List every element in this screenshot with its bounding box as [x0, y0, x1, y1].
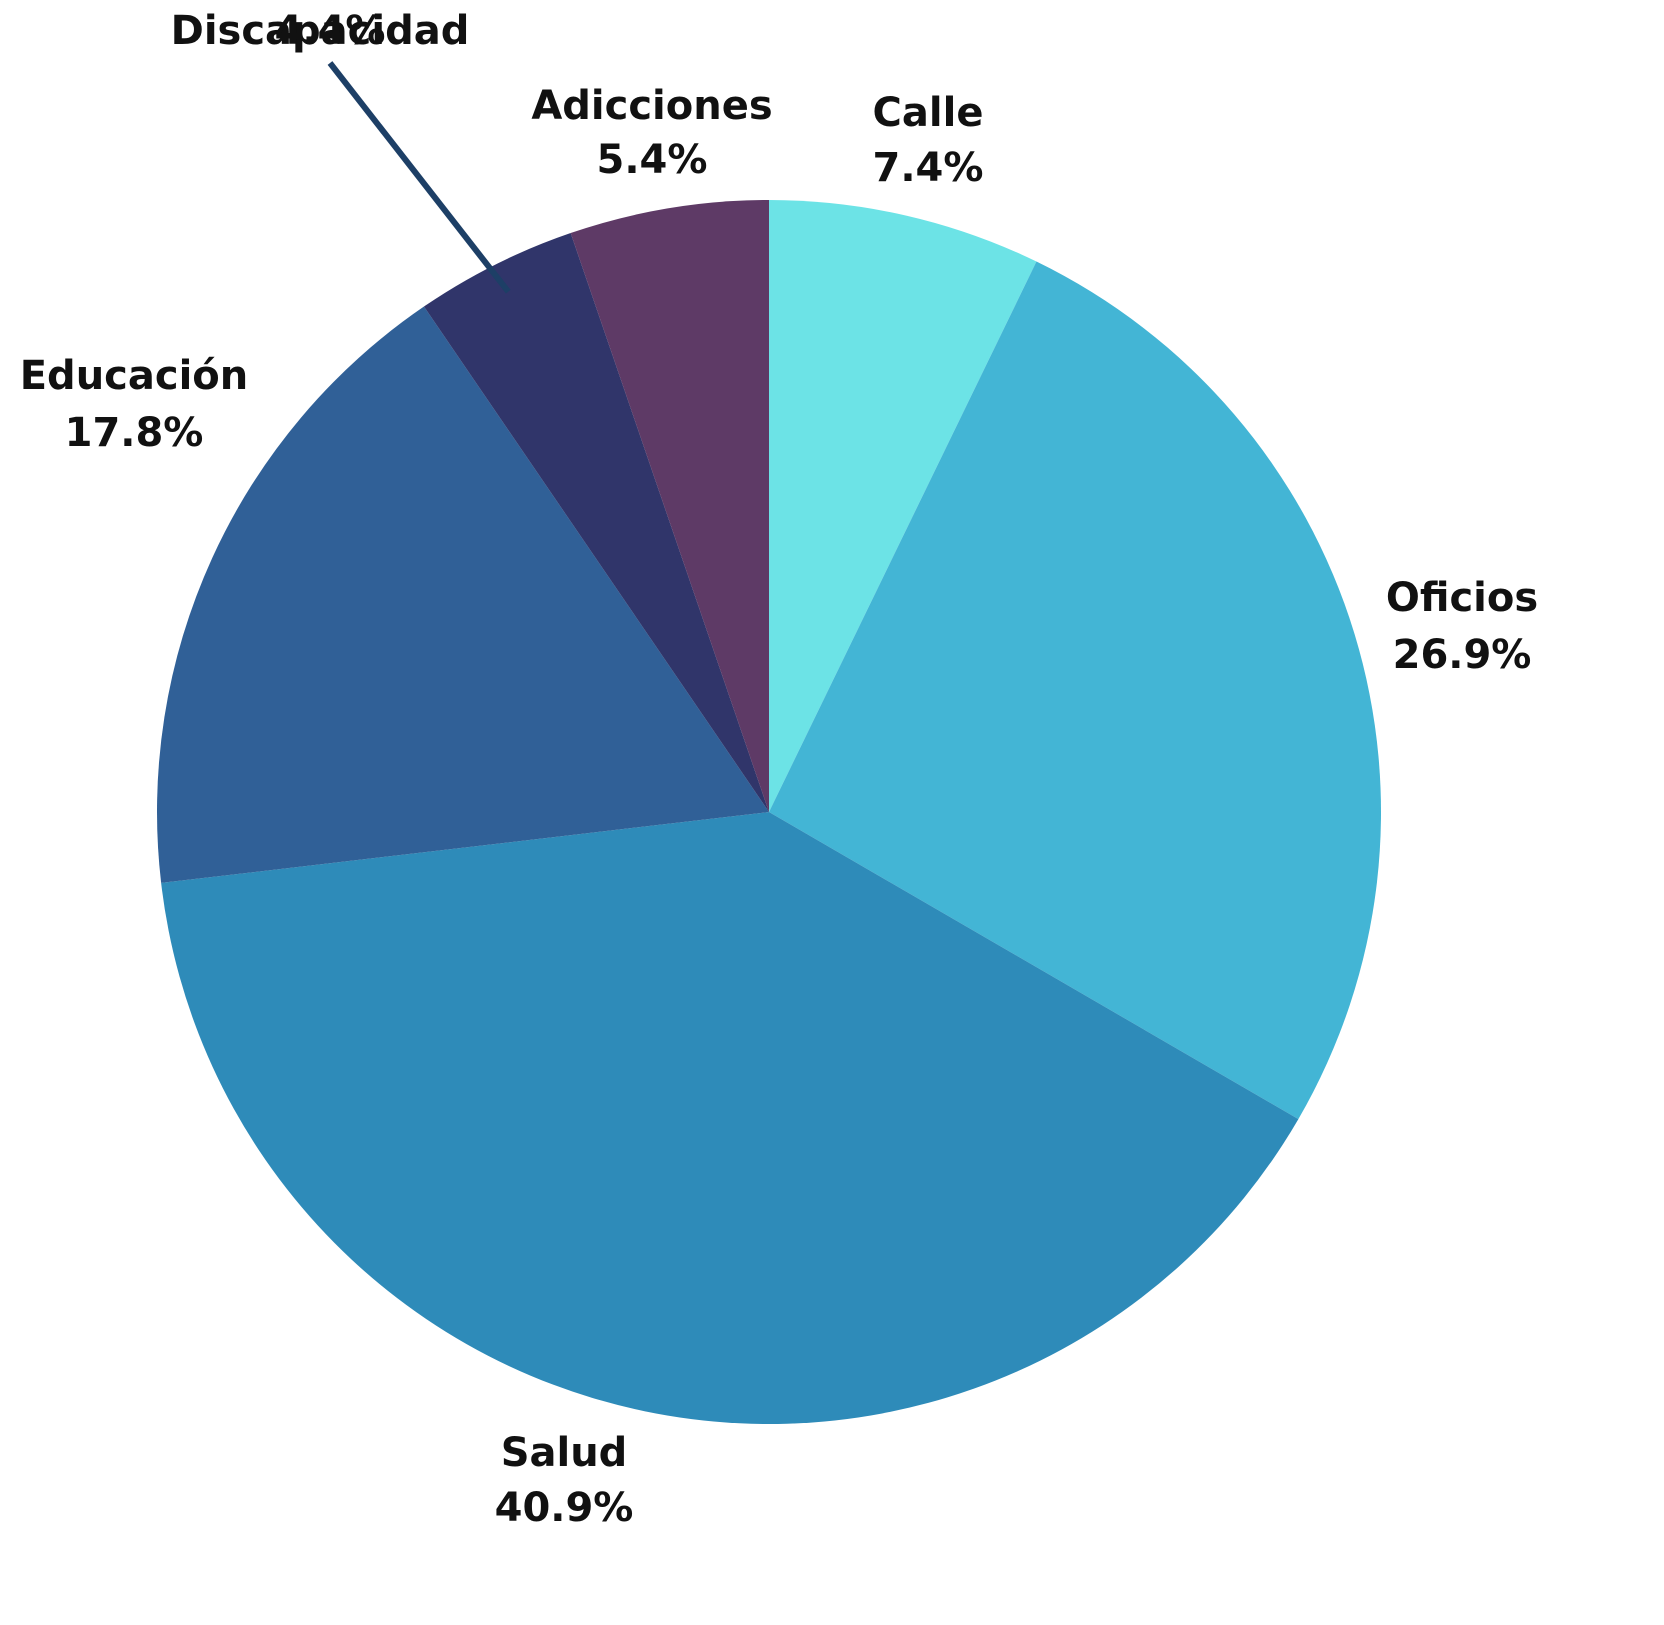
leader-line: [327, 61, 511, 294]
pie-slice: [161, 812, 1299, 1425]
value-label: 17.8%: [65, 410, 204, 456]
slice-label: Adicciones: [531, 83, 772, 129]
pie-slice: [769, 200, 1037, 812]
value-label: 7.4%: [873, 145, 984, 191]
value-label: 40.9%: [495, 1485, 634, 1531]
pie-slice: [570, 200, 769, 812]
pie-slice: [769, 261, 1381, 1120]
slice-label: Discapacidad: [171, 8, 470, 54]
slice-label: Calle: [873, 90, 984, 136]
pie-slice: [157, 306, 769, 883]
value-label: 5.4%: [597, 137, 708, 183]
slice-label: Educación: [20, 353, 249, 399]
slice-label: Oficios: [1386, 575, 1538, 621]
value-label: 4.4%: [275, 8, 386, 54]
pie-slice: [423, 233, 769, 813]
slice-label: Salud: [501, 1430, 628, 1476]
value-label: 26.9%: [1393, 632, 1532, 678]
